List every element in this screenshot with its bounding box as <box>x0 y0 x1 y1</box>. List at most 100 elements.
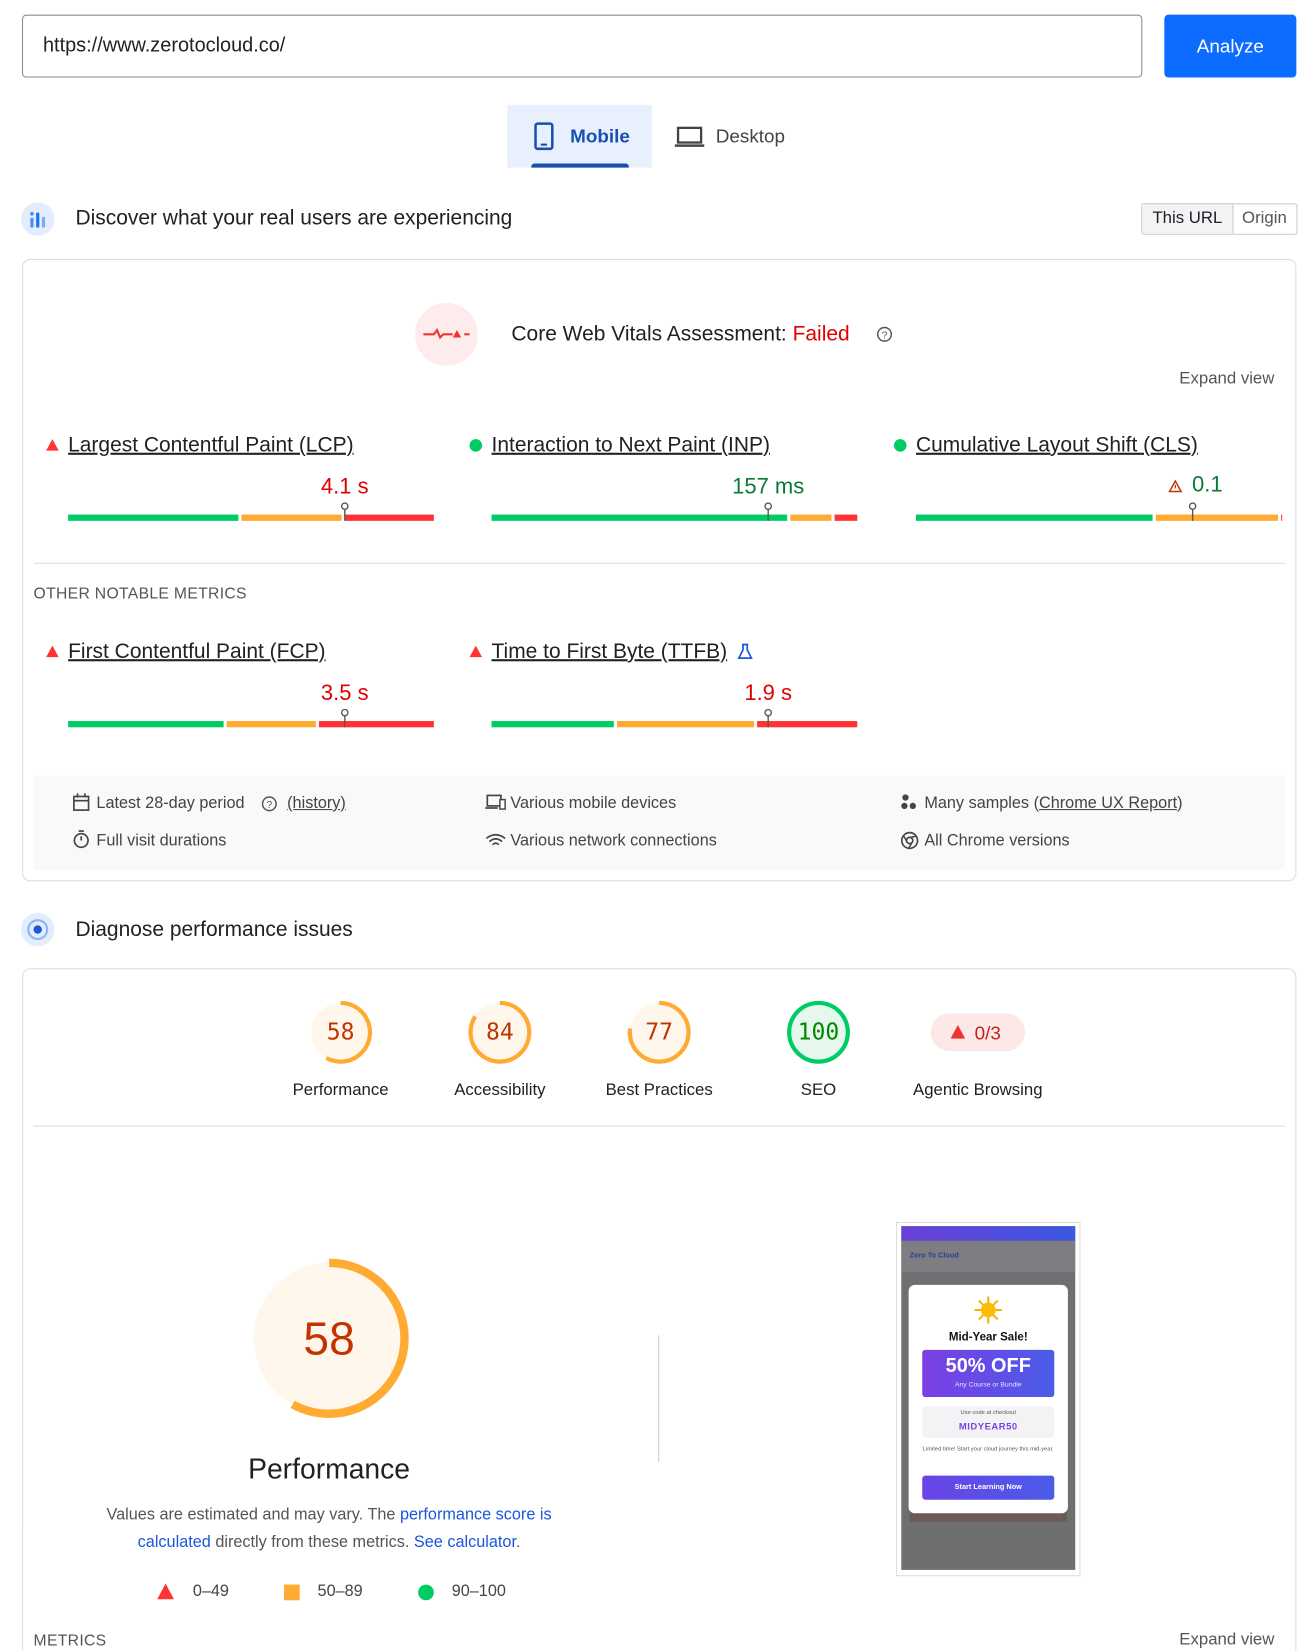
tab-underline <box>531 163 629 168</box>
detail-text: All Chrome versions <box>924 832 1070 850</box>
metric-value: 157 ms <box>732 474 805 499</box>
screenshot-frame <box>896 1221 1081 1577</box>
vertical-divider <box>658 1335 660 1462</box>
desktop-icon <box>674 126 705 147</box>
divider <box>33 562 1285 564</box>
help-icon[interactable]: ? <box>261 795 278 812</box>
metric-name[interactable]: Cumulative Layout Shift (CLS) <box>915 433 1198 457</box>
scope-button[interactable]: Origin <box>1242 209 1287 228</box>
network-icon <box>485 833 506 846</box>
p75-marker-head <box>764 502 773 511</box>
score-gauge: 84 <box>468 1000 532 1064</box>
distribution-segment <box>1155 514 1279 521</box>
gauge-score: 77 <box>645 1019 673 1045</box>
distribution-segment <box>68 721 224 728</box>
link[interactable]: performance score is calculated <box>137 1505 552 1552</box>
metric-name[interactable]: Time to First Byte (TTFB) <box>491 640 728 664</box>
distribution-segment <box>834 514 858 521</box>
samples-icon <box>901 794 916 810</box>
detail-text: Various network connections <box>510 832 717 850</box>
lab-card <box>22 968 1297 1651</box>
help-icon[interactable]: ? <box>876 326 893 343</box>
p75-marker-head <box>1188 502 1197 511</box>
url-input[interactable] <box>22 14 1143 78</box>
tab-label[interactable]: Mobile <box>570 125 630 147</box>
category-label[interactable]: Best Practices <box>605 1081 713 1100</box>
warning-icon <box>1168 479 1183 493</box>
cta-button[interactable]: Start Learning Now <box>922 1475 1055 1500</box>
agentic-pill[interactable] <box>930 1013 1025 1052</box>
score-gauge: 58 <box>249 1258 409 1418</box>
assessment-label: Core Web Vitals Assessment: <box>511 322 787 346</box>
scope-button[interactable]: This URL <box>1142 204 1234 234</box>
detail-text: Full visit durations <box>96 832 227 850</box>
legend-label: 50–89 <box>317 1582 363 1601</box>
expand-view[interactable]: Expand view <box>1179 1630 1275 1649</box>
offer: 50% OFF <box>945 1355 1031 1378</box>
text: . <box>515 1533 521 1552</box>
offer-box <box>922 1349 1055 1397</box>
popup-headline: Mid-Year Sale! <box>948 1330 1028 1344</box>
status-icon <box>469 645 483 658</box>
section-title: Discover what your real users are experi… <box>75 206 513 230</box>
category-label[interactable]: Accessibility <box>454 1081 546 1100</box>
gauge-background <box>253 1262 405 1414</box>
site-brand: Zero To Cloud <box>909 1252 959 1260</box>
metric-name[interactable]: First Contentful Paint (FCP) <box>68 640 326 664</box>
assessment-result: Failed <box>792 322 850 346</box>
metric-value: 4.1 s <box>320 474 369 499</box>
p75-marker-head <box>340 708 349 717</box>
other-heading: OTHER NOTABLE METRICS <box>33 584 247 603</box>
metrics-heading: METRICS <box>33 1631 107 1650</box>
distribution-bar <box>68 502 434 521</box>
svg-text:?: ? <box>266 800 272 811</box>
status-icon <box>469 439 483 452</box>
experimental-icon <box>737 643 753 659</box>
distribution-segment <box>491 721 614 728</box>
text: Values are estimated and may vary. The <box>106 1505 400 1524</box>
svg-text:?: ? <box>882 331 888 342</box>
history-link[interactable]: (history) <box>287 794 346 813</box>
distribution-bar <box>915 502 1283 521</box>
category-label[interactable]: SEO <box>800 1081 837 1100</box>
url-text: https://www.zerotocloud.co/ <box>42 34 286 57</box>
chrome-icon <box>900 831 919 850</box>
category-label[interactable]: Performance <box>292 1081 389 1100</box>
scope-toggle <box>1141 203 1298 235</box>
tab-label[interactable]: Desktop <box>715 125 786 147</box>
samples-text: ) <box>1177 794 1183 813</box>
detail-text: Many samples (Chrome UX Report) <box>924 794 1182 813</box>
crux-link[interactable]: Chrome UX Report <box>1038 794 1178 813</box>
metric-name[interactable]: Interaction to Next Paint (INP) <box>491 433 770 457</box>
gauge-score: 100 <box>798 1019 840 1045</box>
gauge-score: 58 <box>327 1019 355 1045</box>
gauge-arc <box>249 1258 409 1418</box>
distribution-segment <box>1281 514 1283 521</box>
gauge-background <box>789 1002 848 1062</box>
distribution-segment <box>616 721 754 728</box>
link[interactable]: See calculator <box>413 1533 516 1552</box>
metric-name[interactable]: Largest Contentful Paint (LCP) <box>68 433 354 457</box>
text: directly from these metrics. <box>210 1533 414 1552</box>
category-label: Agentic Browsing <box>913 1081 1043 1100</box>
calendar-icon <box>73 793 90 811</box>
analyze-button[interactable]: Analyze <box>1164 14 1297 78</box>
code: MIDYEAR50 <box>958 1421 1018 1432</box>
gauge-arc <box>787 1000 850 1064</box>
status-icon <box>46 645 59 658</box>
gauge-score: 84 <box>486 1019 514 1045</box>
failed-icon <box>415 302 478 366</box>
offer-note: Any Course or Bundle <box>954 1381 1022 1389</box>
mobile-icon <box>534 122 554 151</box>
legend-fail <box>157 1583 174 1600</box>
mobile-tab[interactable] <box>507 104 652 168</box>
expand-view[interactable]: Expand view <box>1179 369 1275 388</box>
timer-icon <box>73 830 89 849</box>
gauge-arc <box>627 1000 691 1064</box>
legend-pass <box>418 1584 434 1601</box>
legend-average <box>284 1584 300 1601</box>
distribution-segment <box>241 514 342 521</box>
score-gauge: 100 <box>787 1000 850 1064</box>
p75-marker-head <box>764 708 773 717</box>
